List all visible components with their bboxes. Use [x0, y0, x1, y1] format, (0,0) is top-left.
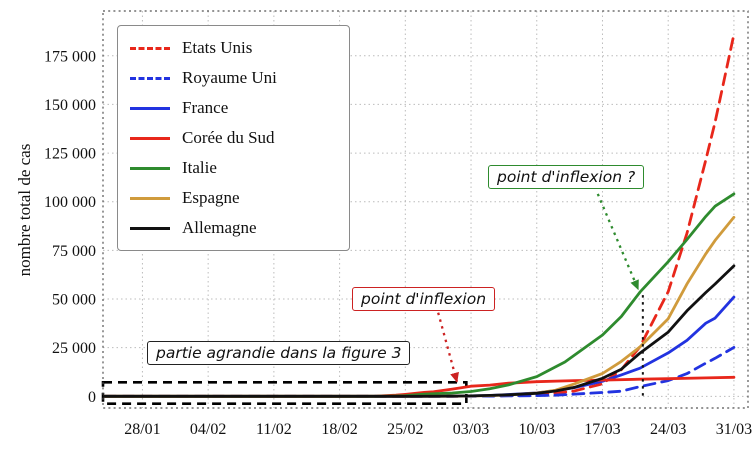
x-tick-label: 03/03	[453, 421, 489, 438]
x-tick-label: 11/02	[256, 421, 292, 438]
legend-line-sample	[130, 106, 170, 110]
legend-line-sample	[130, 46, 170, 50]
annotation-arrow	[596, 193, 640, 291]
x-tick-label: 17/03	[584, 421, 620, 438]
annotation-inflexion-question-label: point d'inflexion ?	[488, 165, 645, 189]
y-axis-label: nombre total de cas	[15, 143, 34, 277]
y-tick-label: 125 000	[44, 146, 96, 163]
plot-frame	[102, 10, 749, 409]
legend-label: France	[182, 98, 229, 117]
x-tick-label: 04/02	[190, 421, 226, 438]
x-tick-label: 25/02	[387, 421, 423, 438]
legend-label: Royaume Uni	[182, 68, 277, 87]
y-tick-label: 0	[88, 389, 96, 406]
legend-label: Allemagne	[182, 218, 257, 237]
legend-item-allemagne: Allemagne	[130, 218, 337, 238]
series-line-allemagne	[103, 264, 736, 398]
legend-line-sample	[130, 196, 170, 200]
legend-line-sample	[130, 76, 170, 80]
legend-item-royaume-uni: Royaume Uni	[130, 68, 337, 88]
annotation-inflexion-label: point d'inflexion	[352, 287, 496, 311]
y-tick-label: 50 000	[52, 292, 96, 309]
legend: Etats Unis Royaume Uni France Corée du Sud I…	[117, 25, 350, 251]
y-tick-label: 150 000	[44, 97, 96, 114]
legend-label: Espagne	[182, 188, 240, 207]
legend-item-espagne: Espagne	[130, 188, 337, 208]
legend-label: Corée du Sud	[182, 128, 275, 147]
x-tick-label: 28/01	[124, 421, 160, 438]
legend-item-etats-unis: Etats Unis	[130, 38, 337, 58]
annotation-arrow	[437, 312, 459, 383]
legend-item-cor-e-du-sud: Corée du Sud	[130, 128, 337, 148]
x-tick-label: 24/03	[650, 421, 686, 438]
legend-item-france: France	[130, 98, 337, 118]
x-tick-label: 18/02	[321, 421, 357, 438]
legend-item-italie: Italie	[130, 158, 337, 178]
annotation-zoom-region-label: partie agrandie dans la figure 3	[147, 341, 411, 365]
legend-label: Italie	[182, 158, 217, 177]
y-tick-label: 175 000	[44, 48, 96, 65]
y-tick-label: 25 000	[52, 340, 96, 357]
legend-line-sample	[130, 136, 170, 140]
legend-line-sample	[130, 226, 170, 230]
y-tick-label: 75 000	[52, 243, 96, 260]
x-tick-label: 10/03	[519, 421, 555, 438]
x-tick-label: 31/03	[716, 421, 752, 438]
legend-line-sample	[130, 166, 170, 170]
legend-label: Etats Unis	[182, 38, 253, 57]
y-tick-label: 100 000	[44, 194, 96, 211]
